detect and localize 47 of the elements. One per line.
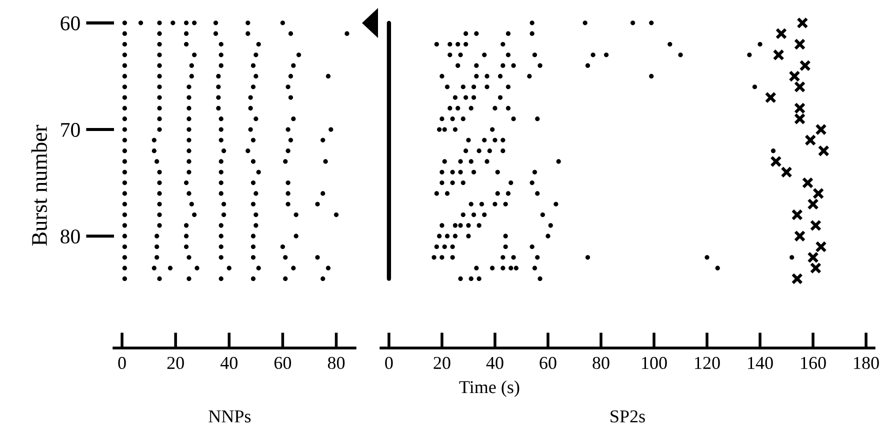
point: [818, 145, 830, 157]
point: [772, 49, 784, 61]
point: [815, 240, 827, 253]
x-tick-label: 160: [801, 356, 826, 370]
x-tick-label: 60: [540, 356, 556, 370]
x-tick-label: 0: [118, 356, 126, 370]
point: [780, 166, 792, 178]
point: [815, 124, 827, 136]
x-axis-title: Time (s): [459, 380, 520, 397]
point: [775, 28, 788, 40]
point: [791, 208, 803, 221]
x-tick-label: 40: [220, 356, 238, 370]
point: [796, 17, 808, 29]
point: [794, 81, 806, 93]
y-tick-label: 80: [60, 229, 80, 244]
y-tick-label: 60: [60, 16, 80, 30]
text: SP2s: [610, 410, 645, 422]
point: [788, 70, 800, 82]
x-tick-label: 60: [274, 356, 292, 370]
y-axis-title: Burst number: [31, 124, 47, 246]
point: [807, 252, 819, 264]
point: [810, 262, 822, 274]
point: [799, 60, 811, 72]
x-tick-label: 80: [592, 356, 610, 370]
point: [764, 92, 776, 104]
y-tick-label: 70: [61, 122, 80, 137]
x-tick-label: 80: [328, 356, 345, 370]
x-tick-label: 180: [854, 356, 879, 370]
x-tick-label: 20: [434, 356, 450, 370]
point: [802, 176, 814, 189]
x-tick-label: 0: [385, 356, 393, 370]
point: [794, 102, 806, 114]
point: [794, 113, 806, 125]
point: [791, 272, 803, 285]
point: [810, 220, 822, 232]
x-tick-label: 20: [167, 356, 184, 370]
x-tick-label: 140: [748, 356, 773, 370]
x-tick-label: 120: [695, 356, 720, 370]
point: [804, 134, 816, 146]
point: [770, 156, 782, 168]
point: [812, 188, 824, 200]
x-tick-label: 100: [642, 356, 667, 370]
point: [807, 198, 819, 210]
text: NNPs: [208, 410, 251, 422]
x-tick-label: 40: [486, 356, 504, 370]
point: [794, 38, 806, 50]
point: [794, 230, 806, 242]
